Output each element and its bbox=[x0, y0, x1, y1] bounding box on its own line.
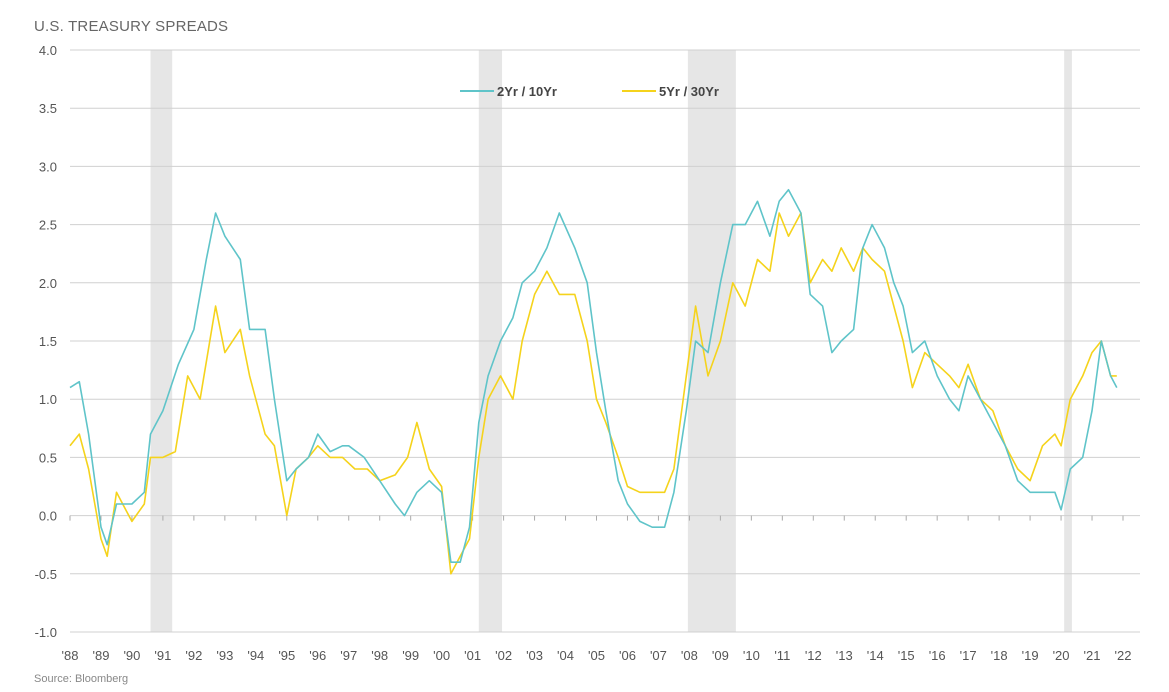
series-line-2yr-10yr bbox=[69, 188, 1118, 563]
x-tick-label: '14 bbox=[867, 648, 884, 663]
x-tick-label: '03 bbox=[526, 648, 543, 663]
x-tick-label: '17 bbox=[960, 648, 977, 663]
x-tick-label: '20 bbox=[1053, 648, 1070, 663]
x-tick-label: '93 bbox=[216, 648, 233, 663]
x-tick-label: '05 bbox=[588, 648, 605, 663]
x-tick-label: '13 bbox=[836, 648, 853, 663]
x-tick-label: '18 bbox=[991, 648, 1008, 663]
x-tick-label: '15 bbox=[898, 648, 915, 663]
x-tick-label: '07 bbox=[650, 648, 667, 663]
x-tick-label: '88 bbox=[62, 648, 79, 663]
source-note: Source: Bloomberg bbox=[34, 673, 129, 685]
x-tick-label: '21 bbox=[1084, 648, 1101, 663]
x-tick-label: '06 bbox=[619, 648, 636, 663]
legend-label: 5Yr / 30Yr bbox=[659, 84, 719, 99]
x-tick-label: '96 bbox=[309, 648, 326, 663]
x-tick-label: '08 bbox=[681, 648, 698, 663]
x-tick-label: '91 bbox=[154, 648, 171, 663]
x-tick-label: '09 bbox=[712, 648, 729, 663]
x-tick-label: '89 bbox=[92, 648, 109, 663]
x-tick-label: '02 bbox=[495, 648, 512, 663]
chart-title: U.S. TREASURY SPREADS bbox=[34, 18, 229, 35]
x-tick-label: '04 bbox=[557, 648, 574, 663]
x-tick-label: '22 bbox=[1115, 648, 1132, 663]
y-tick-label: 0.0 bbox=[39, 509, 57, 524]
y-tick-label: 3.5 bbox=[39, 101, 57, 116]
x-tick-label: '90 bbox=[123, 648, 140, 663]
x-tick-label: '97 bbox=[340, 648, 357, 663]
x-tick-label: '95 bbox=[278, 648, 295, 663]
x-tick-label: '94 bbox=[247, 648, 264, 663]
x-tick-label: '11 bbox=[774, 648, 790, 663]
x-tick-label: '98 bbox=[371, 648, 388, 663]
y-tick-label: 3.0 bbox=[39, 159, 57, 174]
y-tick-label: 0.5 bbox=[39, 450, 57, 465]
y-tick-label: 1.5 bbox=[39, 334, 57, 349]
y-tick-label: 2.5 bbox=[39, 218, 57, 233]
y-tick-label: 4.0 bbox=[39, 43, 57, 58]
y-tick-label: 2.0 bbox=[39, 276, 57, 291]
legend-label: 2Yr / 10Yr bbox=[497, 84, 557, 99]
x-tick-label: '10 bbox=[743, 648, 760, 663]
x-tick-label: '16 bbox=[929, 648, 946, 663]
x-tick-label: '19 bbox=[1022, 648, 1039, 663]
y-tick-label: -1.0 bbox=[35, 625, 57, 640]
x-tick-label: '99 bbox=[402, 648, 419, 663]
y-tick-label: -0.5 bbox=[35, 567, 57, 582]
x-tick-label: '92 bbox=[185, 648, 202, 663]
x-tick-label: '00 bbox=[433, 648, 450, 663]
y-tick-label: 1.0 bbox=[39, 392, 57, 407]
x-tick-label: '01 bbox=[464, 648, 481, 663]
x-tick-label: '12 bbox=[805, 648, 822, 663]
series-line-5yr-30yr bbox=[69, 212, 1117, 575]
